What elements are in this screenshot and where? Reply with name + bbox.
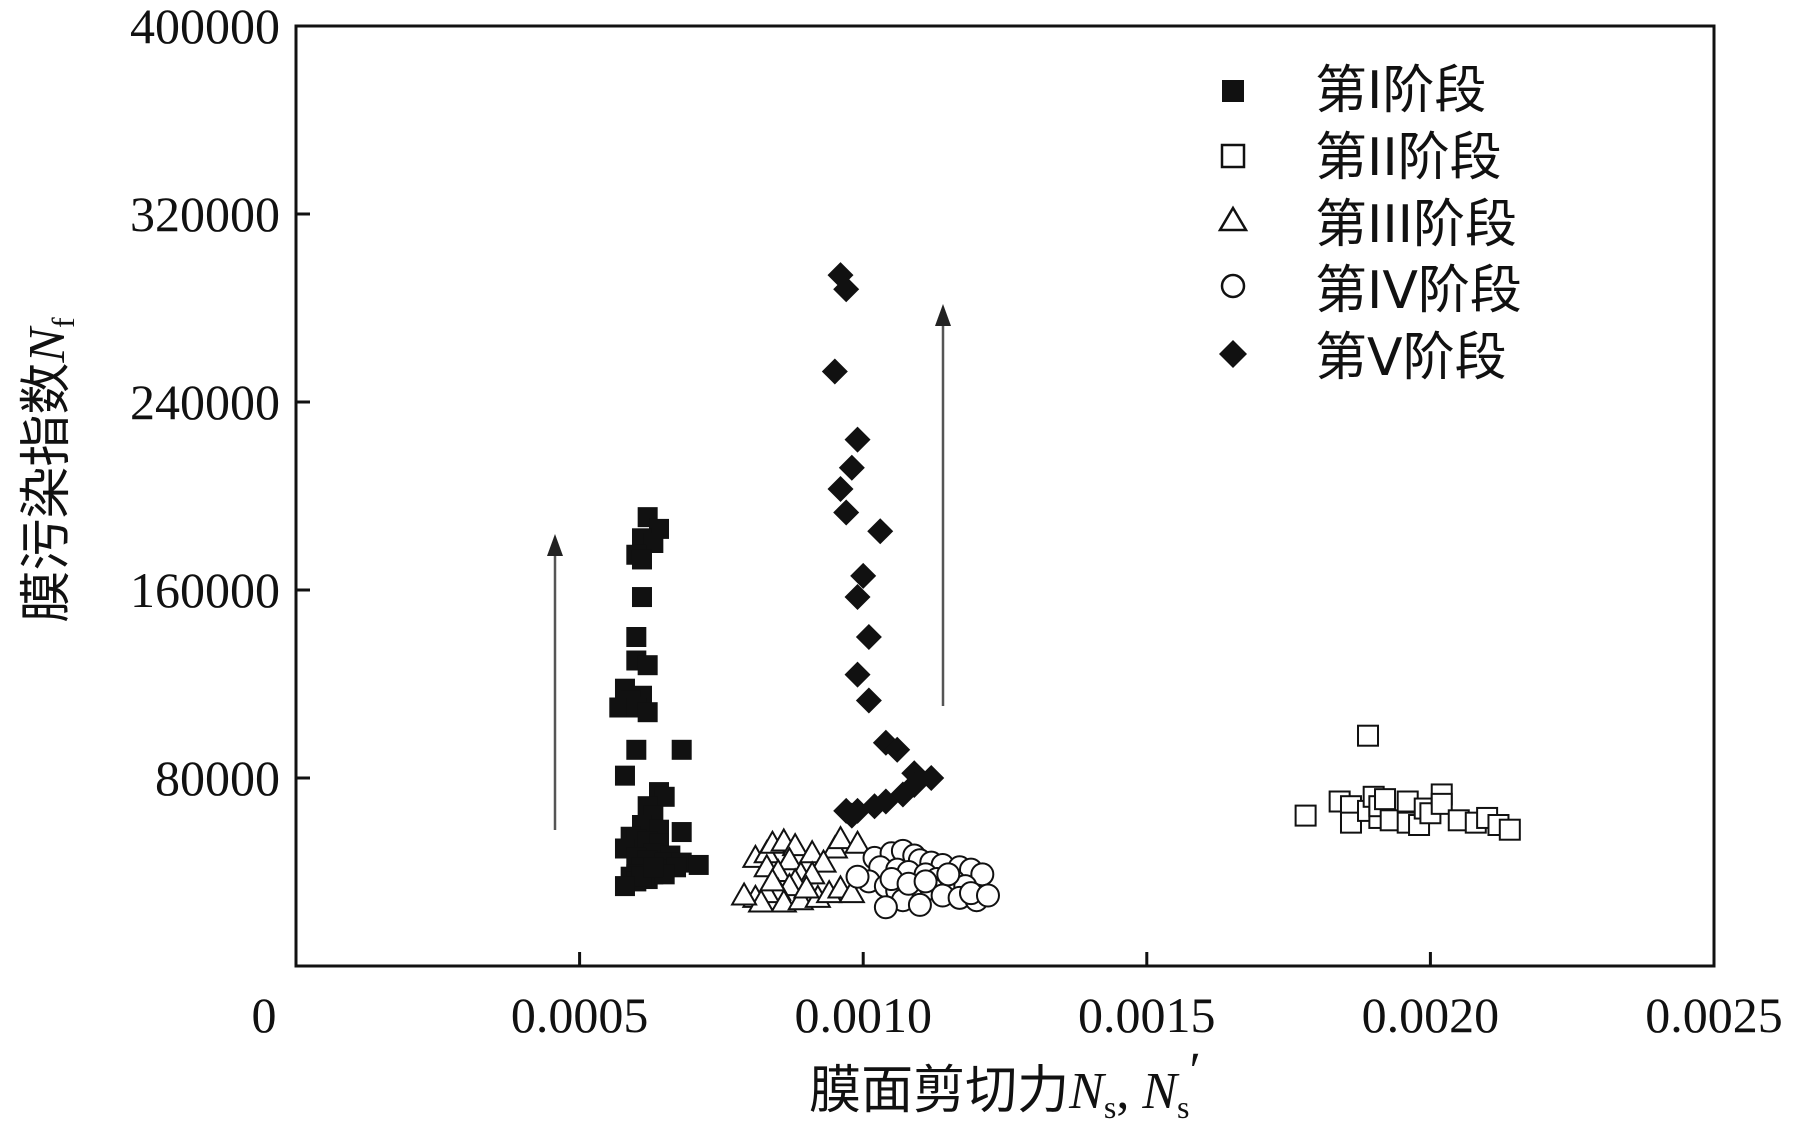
data-point-stage5 xyxy=(844,426,871,453)
x-axis-sub1: s xyxy=(1104,1089,1116,1125)
y-tick-label: 80000 xyxy=(155,750,280,806)
data-point-stage2 xyxy=(1357,724,1380,747)
x-axis-title-text: 膜面剪切力 xyxy=(809,1061,1069,1121)
x-axis-sub2: s xyxy=(1177,1089,1189,1125)
x-axis-prime: ′ xyxy=(1189,1043,1200,1100)
trend-arrow-right-head xyxy=(935,304,951,326)
x-axis-sep: , xyxy=(1116,1063,1142,1120)
legend-label-stage4: 第IV阶段 xyxy=(1315,261,1522,321)
trend-arrows xyxy=(547,304,951,830)
data-point-stage5 xyxy=(855,687,882,714)
legend-marker-stage5 xyxy=(1219,340,1247,368)
data-point-stage5 xyxy=(867,518,894,545)
data-point-stage4 xyxy=(907,892,932,917)
data-point-stage5 xyxy=(821,358,848,385)
y-axis-sub: f xyxy=(45,317,81,328)
x-axis-var1: N xyxy=(1068,1063,1107,1120)
data-point-stage1 xyxy=(609,697,630,718)
data-point-stage5 xyxy=(827,475,854,502)
series-stage3 xyxy=(730,825,872,913)
y-tick-label: 240000 xyxy=(130,374,280,430)
data-point-stage5 xyxy=(833,499,860,526)
data-point-stage4 xyxy=(936,862,961,887)
data-point-stage4 xyxy=(873,895,898,920)
x-tick-label: 0.0020 xyxy=(1362,987,1500,1043)
legend: 第I阶段 第II阶段 第III阶段 第IV阶段 第V阶段 xyxy=(1217,61,1522,388)
data-point-stage4 xyxy=(913,869,938,894)
data-point-stage3 xyxy=(809,848,838,873)
data-point-stage3 xyxy=(775,846,804,871)
data-point-stage5 xyxy=(884,736,911,763)
x-axis-var2: N xyxy=(1141,1063,1180,1120)
data-point-stage3 xyxy=(758,867,787,892)
y-tick-label: 400000 xyxy=(130,0,280,54)
series-stage1 xyxy=(609,507,709,897)
data-point-stage3 xyxy=(792,874,821,899)
data-point-stage1 xyxy=(614,876,635,897)
data-point-stage5 xyxy=(850,562,877,589)
legend-label-stage2: 第II阶段 xyxy=(1315,128,1502,188)
legend-marker-stage2 xyxy=(1220,143,1246,169)
data-point-stage5 xyxy=(844,661,871,688)
data-point-stage1 xyxy=(688,854,709,875)
x-tick-label: 0 xyxy=(252,987,277,1043)
data-point-stage2 xyxy=(1339,811,1362,834)
data-point-stage3 xyxy=(843,829,872,854)
data-point-stage1 xyxy=(671,739,692,760)
legend-label-stage5: 第V阶段 xyxy=(1315,328,1507,388)
data-point-stage5 xyxy=(838,802,865,829)
data-point-stage5 xyxy=(833,276,860,303)
data-point-stage2 xyxy=(1294,804,1317,827)
x-axis: 0 0.0005 0.0010 0.0015 0.0020 0.0025 xyxy=(252,952,1783,1043)
data-point-stage2 xyxy=(1430,792,1453,815)
data-point-stage4 xyxy=(845,864,870,889)
trend-arrow-left-head xyxy=(547,534,563,556)
data-point-stage1 xyxy=(626,627,647,647)
data-point-stage1 xyxy=(631,587,652,608)
y-tick-label: 160000 xyxy=(130,562,280,618)
x-tick-label: 0.0015 xyxy=(1078,987,1216,1043)
data-point-stage3 xyxy=(730,881,758,906)
y-axis-var: N xyxy=(19,325,76,364)
legend-label-stage1: 第I阶段 xyxy=(1315,61,1486,121)
data-point-stage3 xyxy=(826,825,855,850)
data-point-stage5 xyxy=(838,454,865,481)
data-point-stage1 xyxy=(643,857,664,878)
data-point-stage1 xyxy=(631,549,652,570)
y-axis: 80000 160000 240000 320000 400000 xyxy=(130,0,310,806)
data-point-stage2 xyxy=(1374,788,1397,811)
series-stage2 xyxy=(1294,724,1521,841)
legend-marker-stage3 xyxy=(1217,205,1249,232)
data-point-stage1 xyxy=(671,822,692,843)
legend-marker-stage1 xyxy=(1222,80,1244,102)
y-axis-title: 膜污染指数Nf xyxy=(17,317,81,623)
series-stage5 xyxy=(821,262,945,829)
legend-marker-stage4 xyxy=(1220,273,1246,299)
data-point-stage1 xyxy=(643,533,664,553)
x-tick-label: 0.0005 xyxy=(511,987,649,1043)
x-axis-title: 膜面剪切力Ns, Ns′ xyxy=(809,1043,1201,1125)
data-point-stage3 xyxy=(838,879,866,904)
y-axis-title-text: 膜污染指数 xyxy=(17,363,77,623)
data-point-stage1 xyxy=(637,655,658,676)
series-stage4 xyxy=(845,838,1000,920)
data-point-stage5 xyxy=(844,584,871,611)
data-point-stage2 xyxy=(1498,818,1521,841)
data-point-stage1 xyxy=(614,765,635,786)
data-point-stage1 xyxy=(626,739,647,760)
plot-frame xyxy=(294,24,1716,968)
x-tick-label: 0.0010 xyxy=(794,987,932,1043)
legend-label-stage3: 第III阶段 xyxy=(1315,195,1517,255)
data-point-stage4 xyxy=(975,883,1000,908)
y-tick-label: 320000 xyxy=(130,186,280,242)
x-tick-label: 0.0025 xyxy=(1645,987,1783,1043)
chart-marks xyxy=(609,262,1521,920)
data-point-stage1 xyxy=(637,702,658,723)
data-point-stage1 xyxy=(654,786,675,807)
data-point-stage5 xyxy=(855,624,882,650)
